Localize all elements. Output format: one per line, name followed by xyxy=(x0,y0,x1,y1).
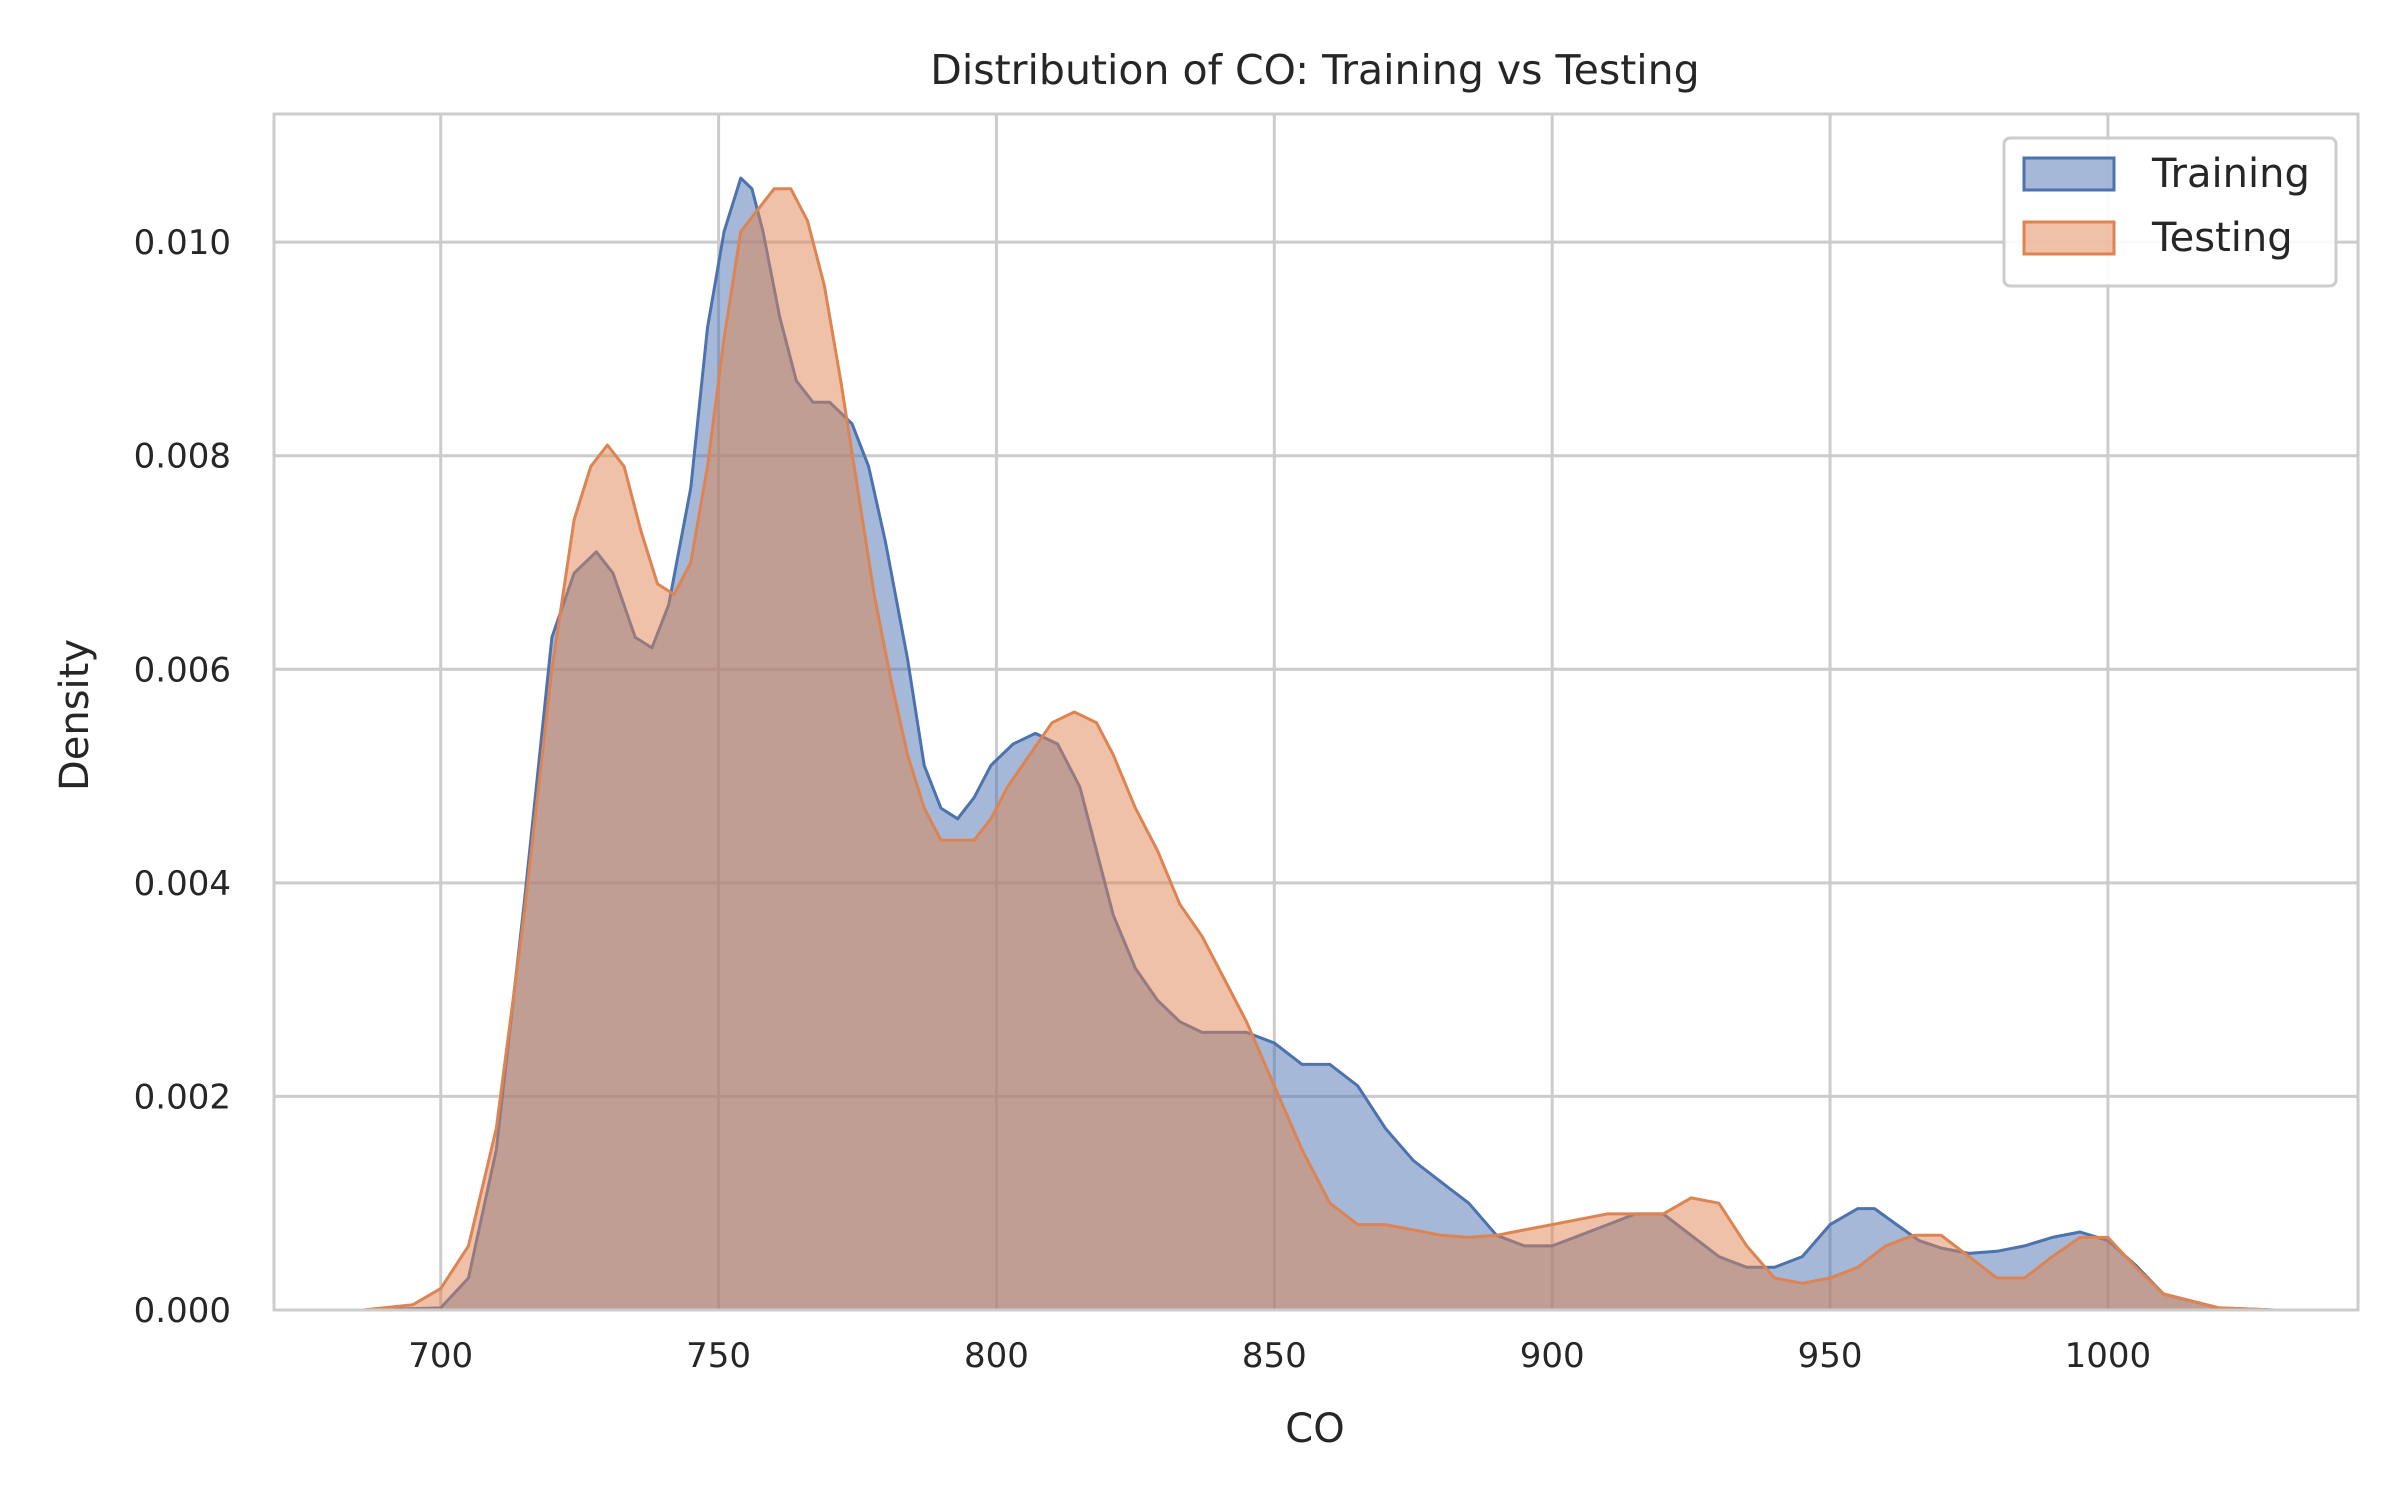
legend-swatch-training xyxy=(2022,156,2116,192)
x-tick-label: 900 xyxy=(1520,1336,1585,1376)
legend-swatch-testing xyxy=(2022,220,2116,256)
legend-label-training: Training xyxy=(2151,151,2310,197)
legend: Training Testing xyxy=(2002,136,2338,288)
x-tick-label: 800 xyxy=(964,1336,1029,1376)
testing-density-line xyxy=(362,187,2275,1312)
series-areas xyxy=(362,176,2275,1312)
x-tick-label: 1000 xyxy=(2065,1336,2152,1376)
y-tick-label: 0.008 xyxy=(134,437,231,477)
y-axis-ticks: 0.000 0.002 0.004 0.006 0.008 0.010 xyxy=(134,223,231,1331)
x-axis-label: CO xyxy=(1285,1406,1344,1452)
x-tick-label: 750 xyxy=(686,1336,751,1376)
x-axis-ticks: 700 750 800 850 900 950 1000 xyxy=(408,1336,2151,1376)
y-tick-label: 0.006 xyxy=(134,650,231,690)
x-tick-label: 700 xyxy=(408,1336,473,1376)
y-tick-label: 0.004 xyxy=(134,864,231,904)
y-axis-label: Density xyxy=(52,639,98,791)
x-tick-label: 850 xyxy=(1242,1336,1307,1376)
x-tick-label: 950 xyxy=(1798,1336,1863,1376)
legend-label-testing: Testing xyxy=(2151,215,2293,261)
testing-density-area xyxy=(362,188,2275,1311)
y-tick-label: 0.002 xyxy=(134,1077,231,1117)
plot-frame xyxy=(272,112,2360,1312)
y-tick-label: 0.000 xyxy=(134,1291,231,1331)
chart-title: Distribution of CO: Training vs Testing xyxy=(930,46,1699,94)
y-tick-label: 0.010 xyxy=(134,223,231,263)
